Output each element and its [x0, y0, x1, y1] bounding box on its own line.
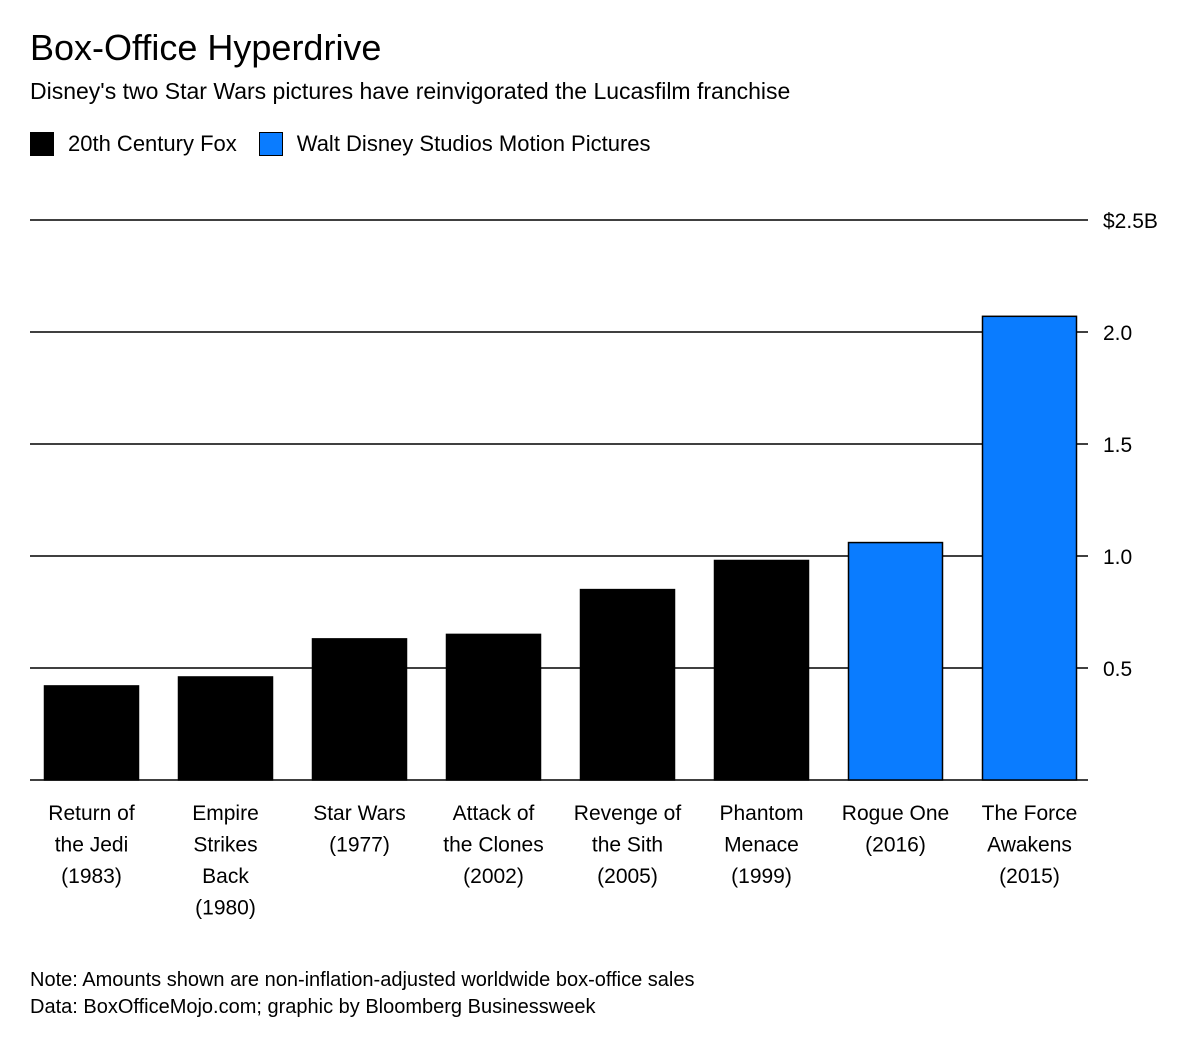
legend-item-fox: 20th Century Fox — [30, 129, 237, 159]
chart-footer: Note: Amounts shown are non-inflation-ad… — [30, 967, 694, 1021]
legend-item-disney: Walt Disney Studios Motion Pictures — [258, 129, 651, 159]
chart-title: Box-Office Hyperdrive — [30, 27, 382, 68]
bar-7 — [981, 315, 1078, 781]
legend-swatch-fox — [30, 132, 54, 156]
category-label-6: Rogue One (2016) — [842, 802, 949, 857]
y-tick-label-4: $2.5B — [1103, 210, 1158, 233]
bar-4 — [579, 588, 676, 781]
legend-label-disney: Walt Disney Studios Motion Pictures — [296, 131, 651, 156]
category-label-4: Revenge of the Sith (2005) — [574, 802, 682, 888]
y-tick-label-2: 1.5 — [1103, 434, 1132, 457]
bar-6 — [847, 541, 944, 781]
legend-swatch-disney — [258, 132, 283, 156]
bar-3 — [445, 633, 542, 781]
y-tick-label-3: 2.0 — [1103, 322, 1132, 345]
category-label-0: Return of the Jedi (1983) — [48, 802, 135, 888]
category-label-5: Phantom Menace (1999) — [719, 802, 803, 888]
bar-1 — [177, 676, 274, 781]
category-label-3: Attack of the Clones (2002) — [443, 802, 543, 888]
legend: 20th Century Fox Walt Disney Studios Mot… — [30, 128, 673, 160]
bar-2 — [311, 638, 408, 781]
footer-source: Data: BoxOfficeMojo.com; graphic by Bloo… — [30, 996, 596, 1018]
chart-subtitle: Disney's two Star Wars pictures have rei… — [30, 78, 791, 104]
footer-note: Note: Amounts shown are non-inflation-ad… — [30, 969, 695, 991]
bar-chart: 0.5 1.0 1.5 2.0 $2.5B Return of the Jedi (1983)… — [30, 210, 1158, 920]
bar-5 — [713, 559, 810, 781]
category-label-2: Star Wars (1977) — [313, 802, 406, 857]
y-tick-label-0: 0.5 — [1103, 658, 1132, 681]
bar-0 — [43, 685, 140, 781]
category-label-7: The Force Awakens (2015) — [982, 802, 1078, 888]
category-label-1: Empire Strikes Back (1980) — [192, 802, 259, 920]
y-tick-label-1: 1.0 — [1103, 546, 1132, 569]
legend-label-fox: 20th Century Fox — [68, 131, 237, 156]
